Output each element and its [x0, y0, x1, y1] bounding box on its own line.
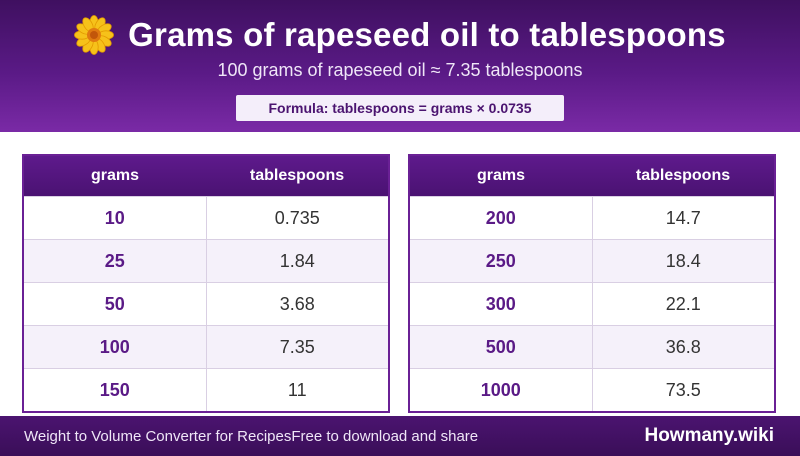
conversion-table-left: grams tablespoons 10 0.735 25 1.84 50 3.68 …: [22, 154, 390, 413]
column-header-tablespoons: tablespoons: [206, 156, 388, 197]
page-title: Grams of rapeseed oil to tablespoons: [128, 16, 726, 53]
grams-cell: 300: [410, 282, 593, 326]
formula-box: Formula: tablespoons = grams × 0.0735: [236, 95, 564, 121]
tablespoons-cell: 22.1: [592, 282, 774, 326]
table-row: 10 0.735: [24, 196, 388, 240]
grams-cell: 10: [24, 196, 207, 240]
table-row: 500 36.8: [410, 325, 774, 369]
tablespoons-cell: 11: [206, 368, 388, 411]
flower-icon: [74, 15, 115, 55]
table-row: 50 3.68: [24, 282, 388, 326]
grams-cell: 200: [410, 196, 593, 240]
tablespoons-cell: 3.68: [206, 282, 388, 326]
tablespoons-cell: 36.8: [592, 325, 774, 369]
grams-cell: 500: [410, 325, 593, 369]
header-banner: Grams of rapeseed oil to tablespoons 100…: [0, 0, 800, 132]
grams-cell: 50: [24, 282, 207, 326]
grams-cell: 150: [24, 368, 207, 411]
brand-logo-text[interactable]: Howmany.wiki: [644, 425, 774, 446]
grams-cell: 1000: [410, 368, 593, 411]
table-row: 300 22.1: [410, 282, 774, 326]
grams-cell: 100: [24, 325, 207, 369]
conversion-table-right: grams tablespoons 200 14.7 250 18.4 300 22.…: [408, 154, 776, 413]
tablespoons-cell: 18.4: [592, 239, 774, 283]
tablespoons-cell: 7.35: [206, 325, 388, 369]
table-row: 200 14.7: [410, 196, 774, 240]
table-row: 250 18.4: [410, 239, 774, 283]
column-header-grams: grams: [410, 156, 592, 197]
tablespoons-cell: 1.84: [206, 239, 388, 283]
footer-note: Free to download and share: [291, 427, 479, 445]
column-header-grams: grams: [24, 156, 206, 197]
table-row: 25 1.84: [24, 239, 388, 283]
footer-bar: Weight to Volume Converter for Recipes F…: [0, 416, 800, 456]
table-row: 100 7.35: [24, 325, 388, 369]
table-row: 150 11: [24, 368, 388, 411]
tablespoons-cell: 14.7: [592, 196, 774, 240]
grams-cell: 25: [24, 239, 207, 283]
tablespoons-cell: 73.5: [592, 368, 774, 411]
tablespoons-cell: 0.735: [206, 196, 388, 240]
subtitle: 100 grams of rapeseed oil ≈ 7.35 tablesp…: [217, 60, 583, 80]
title-row: Grams of rapeseed oil to tablespoons: [0, 12, 800, 58]
grams-cell: 250: [410, 239, 593, 283]
table-row: 1000 73.5: [410, 368, 774, 411]
column-header-tablespoons: tablespoons: [592, 156, 774, 197]
footer-tagline: Weight to Volume Converter for Recipes: [24, 427, 292, 445]
